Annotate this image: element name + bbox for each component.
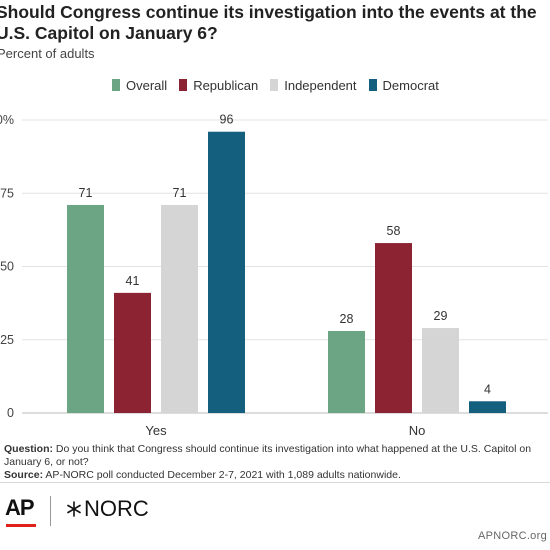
y-tick-label: 75: [0, 186, 14, 200]
legend-item-independent: Independent: [270, 77, 357, 93]
site-link[interactable]: APNORC.org: [477, 530, 547, 542]
legend-swatch: [179, 79, 188, 91]
bar-chart: 0 25 50 75 100% 71 41 71 96 Yes 28 58 29 4 No: [0, 113, 548, 438]
bar-value-label: 4: [484, 382, 491, 396]
x-category-label: No: [409, 423, 426, 438]
chart-subtitle: Percent of adults: [0, 46, 95, 61]
legend: Overall Republican Independent Democrat: [112, 76, 451, 94]
chart-notes: Question: Do you think that Congress sho…: [4, 443, 546, 482]
question-note: Question: Do you think that Congress sho…: [4, 443, 546, 469]
bar-value-label: 29: [434, 309, 448, 323]
y-tick-label: 0: [7, 406, 14, 420]
bar-value-label: 41: [126, 274, 140, 288]
norc-logo: NORC: [66, 496, 149, 522]
bar: [375, 243, 412, 413]
legend-item-overall: Overall: [112, 78, 167, 93]
legend-swatch: [112, 79, 120, 91]
y-tick-label: 25: [0, 333, 14, 347]
source-text: AP-NORC poll conducted December 2-7, 202…: [43, 469, 401, 481]
logo-divider: [50, 496, 51, 526]
question-label: Question:: [4, 443, 53, 455]
bar: [422, 328, 459, 413]
legend-label: Republican: [193, 77, 259, 93]
legend-label: Democrat: [382, 77, 439, 93]
bar-value-label: 96: [220, 113, 234, 127]
source-label: Source:: [4, 469, 44, 481]
question-text: Do you think that Congress should contin…: [4, 443, 532, 468]
bar: [161, 204, 198, 413]
ap-logo: AP: [5, 495, 35, 520]
bar-value-label: 71: [79, 186, 93, 200]
bar-value-label: 71: [173, 186, 187, 200]
chart-title: Should Congress continue its investigati…: [0, 2, 537, 43]
legend-label: Overall: [126, 77, 168, 93]
legend-swatch: [368, 79, 377, 91]
bar: [67, 204, 104, 413]
norc-logo-text: NORC: [84, 496, 149, 521]
legend-item-republican: Republican: [179, 78, 258, 93]
legend-item-democrat: Democrat: [368, 77, 439, 93]
bar-value-label: 28: [340, 312, 354, 326]
x-category-label: Yes: [145, 423, 167, 438]
legend-label: Independent: [284, 77, 357, 93]
legend-swatch: [270, 79, 279, 91]
norc-star-icon: [67, 501, 81, 517]
bar: [469, 401, 506, 413]
y-tick-label: 100%: [0, 113, 14, 127]
source-note: Source: AP-NORC poll conducted December …: [4, 469, 546, 482]
bar: [328, 330, 365, 413]
bar: [208, 131, 245, 413]
y-tick-label: 50: [0, 260, 14, 274]
bar-value-label: 58: [387, 224, 401, 238]
ap-logo-underline: [6, 524, 36, 527]
bar: [114, 292, 151, 413]
footer-divider: [0, 482, 550, 483]
